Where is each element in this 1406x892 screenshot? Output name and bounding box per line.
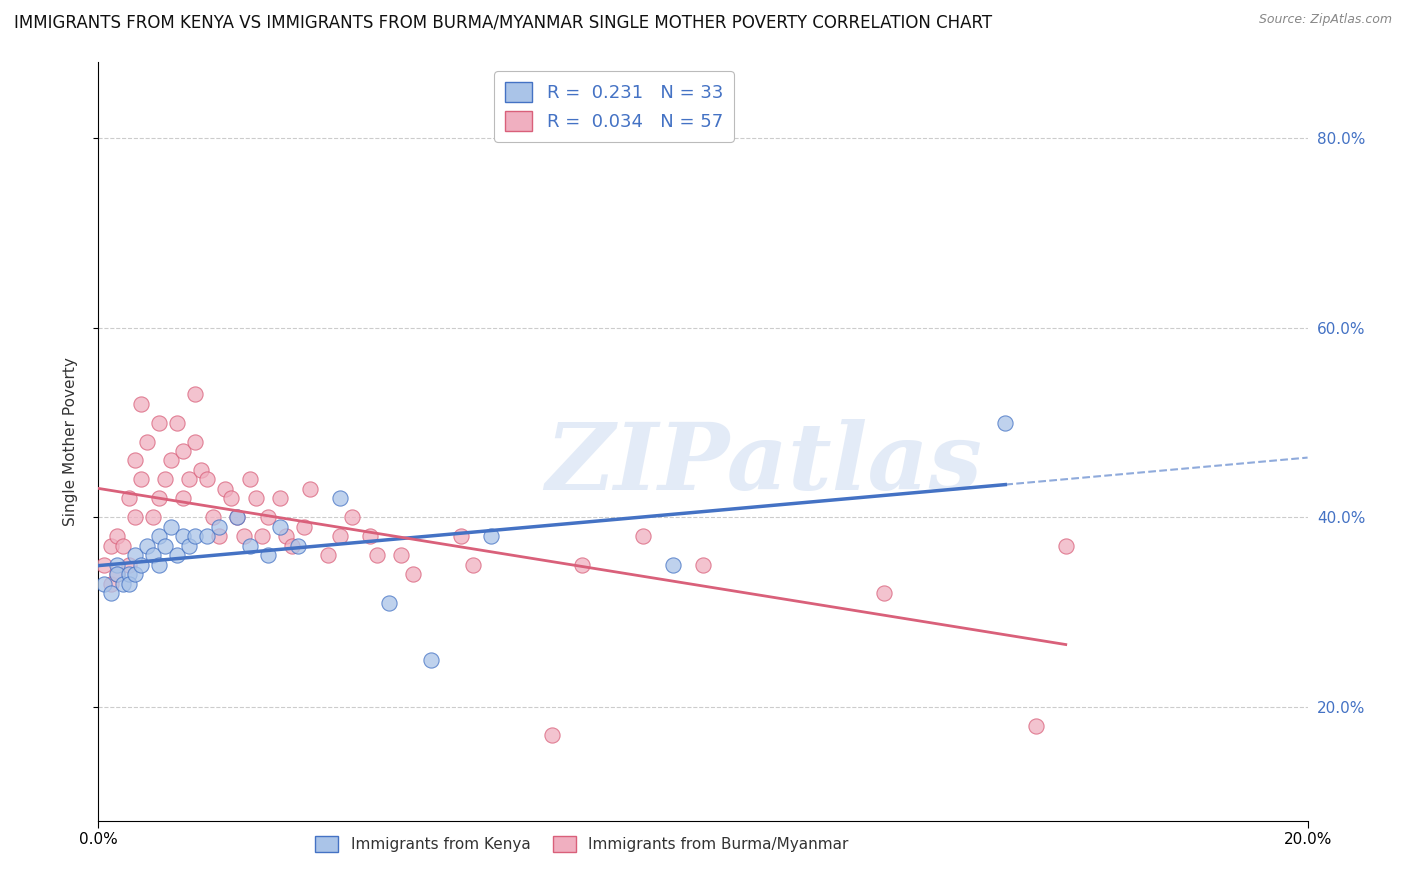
Point [239,473,262,487]
Point [190,463,212,477]
Point [239,539,262,553]
Point [111,576,134,591]
Point [135,539,157,553]
Point [100,586,122,600]
Point [148,491,170,506]
Point [250,529,273,543]
Point [202,510,225,524]
Point [377,596,399,610]
Point [172,529,194,543]
Point [287,539,309,553]
Point [692,558,714,572]
Point [184,434,207,449]
Point [463,558,485,572]
Point [481,529,503,543]
Point [135,434,157,449]
Point [160,520,183,534]
Legend: Immigrants from Kenya, Immigrants from Burma/Myanmar: Immigrants from Kenya, Immigrants from B… [309,830,855,858]
Point [179,473,201,487]
Text: IMMIGRANTS FROM KENYA VS IMMIGRANTS FROM BURMA/MYANMAR SINGLE MOTHER POVERTY COR: IMMIGRANTS FROM KENYA VS IMMIGRANTS FROM… [14,13,993,31]
Point [389,548,412,563]
Point [105,567,128,582]
Point [402,567,425,582]
Point [111,539,134,553]
Point [184,387,207,401]
Point [105,558,128,572]
Point [179,539,201,553]
Point [256,548,278,563]
Point [129,473,152,487]
Point [342,510,364,524]
Point [195,529,218,543]
Point [1054,539,1077,553]
Point [148,416,170,430]
Point [142,548,165,563]
Point [226,510,249,524]
Point [100,576,122,591]
Point [450,529,472,543]
Point [274,529,297,543]
Point [105,529,128,543]
Point [124,548,146,563]
Point [366,548,388,563]
Point [124,453,146,467]
Point [420,652,443,666]
Point [226,510,249,524]
Point [1024,719,1046,733]
Point [360,529,382,543]
Point [129,558,152,572]
Point [172,491,194,506]
Point [994,416,1017,430]
Point [661,558,683,572]
Point [93,576,115,591]
Text: ZIPatlas: ZIPatlas [546,419,981,509]
Point [148,558,170,572]
Point [118,491,141,506]
Point [571,558,593,572]
Point [172,444,194,458]
Point [118,576,141,591]
Point [631,529,654,543]
Point [269,491,291,506]
Point [105,567,128,582]
Point [316,548,339,563]
Point [269,520,291,534]
Text: Source: ZipAtlas.com: Source: ZipAtlas.com [1258,13,1392,27]
Point [299,482,322,496]
Point [100,539,122,553]
Point [195,473,218,487]
Point [232,529,254,543]
Point [184,529,207,543]
Point [208,529,231,543]
Point [124,510,146,524]
Point [329,529,352,543]
Point [153,473,176,487]
Point [166,548,188,563]
Y-axis label: Single Mother Poverty: Single Mother Poverty [63,357,77,526]
Point [93,558,115,572]
Point [214,482,236,496]
Point [540,728,562,742]
Point [221,491,243,506]
Point [166,416,188,430]
Point [292,520,315,534]
Point [124,567,146,582]
Point [245,491,267,506]
Point [873,586,896,600]
Point [129,396,152,410]
Point [160,453,183,467]
Point [208,520,231,534]
Point [256,510,278,524]
Point [329,491,352,506]
Point [118,558,141,572]
Point [118,567,141,582]
Point [148,529,170,543]
Point [281,539,304,553]
Point [142,510,165,524]
Point [153,539,176,553]
